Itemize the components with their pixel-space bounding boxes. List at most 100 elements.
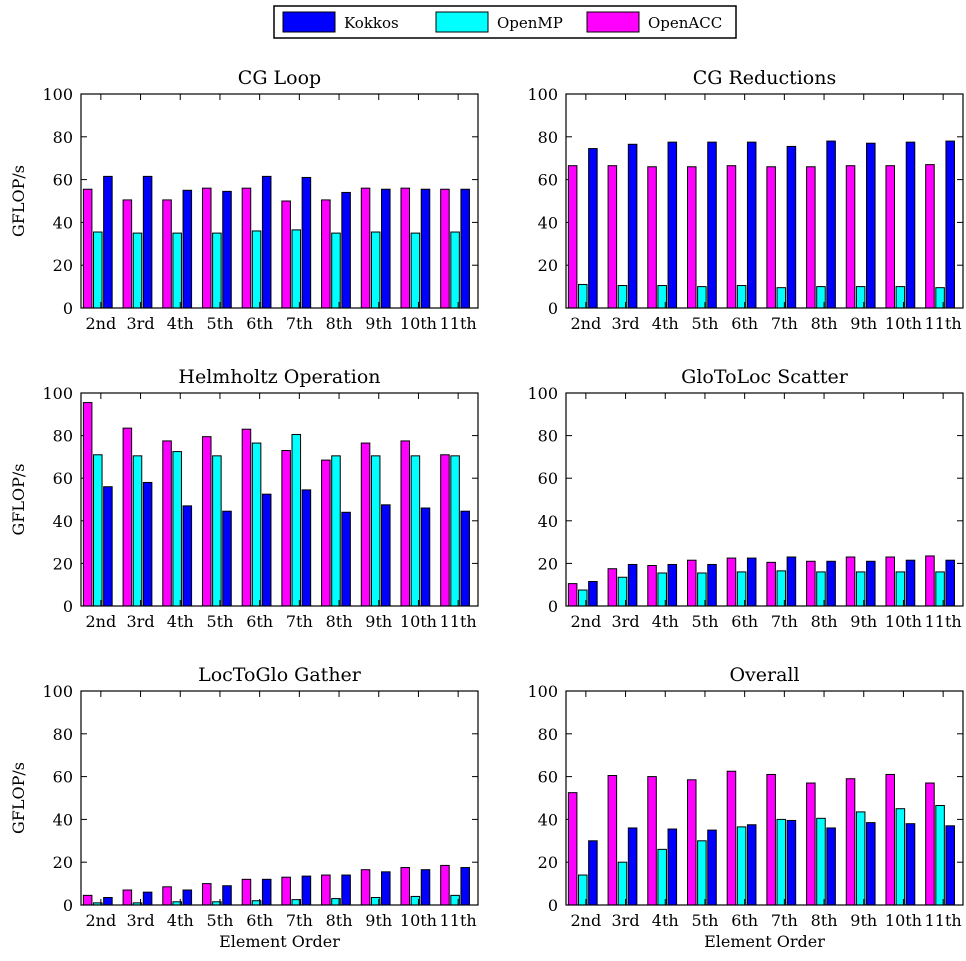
bar-openmp-4th [657, 848, 667, 906]
bar-kokkos-8th [826, 140, 836, 309]
bar-kokkos-8th [826, 827, 836, 906]
bar-openacc-4th [162, 886, 172, 906]
bar-openmp-7th [776, 818, 787, 906]
x-tick-label: 5th [691, 612, 718, 631]
bar-kokkos-9th [381, 188, 391, 309]
bar-openacc-2nd [567, 792, 578, 906]
y-tick-label: 40 [538, 213, 558, 232]
bar-kokkos-2nd [588, 581, 598, 607]
legend: Kokkos OpenMP OpenACC [273, 5, 737, 39]
bar-openmp-8th [331, 455, 341, 607]
bar-openacc-11th [925, 555, 935, 607]
bar-openmp-6th [251, 230, 262, 309]
x-axis-label: Element Order [704, 932, 825, 951]
x-tick-label: 4th [652, 612, 679, 631]
x-tick-label: 10th [885, 612, 922, 631]
bar-openacc-11th [440, 188, 450, 309]
panel-helmholtz-operation: Helmholtz Operation 0 20 40 60 80 100 GFLOP/s 2n… [9, 366, 479, 631]
bar-openacc-7th [281, 876, 291, 906]
x-tick-label: 11th [925, 314, 962, 333]
bar-kokkos-7th [301, 176, 312, 309]
bar-openmp-5th [212, 455, 222, 607]
bar-kokkos-3rd [627, 563, 638, 607]
bar-kokkos-10th [905, 823, 916, 906]
y-tick-label: 80 [538, 725, 558, 744]
bar-kokkos-6th [261, 493, 272, 607]
x-tick-label: 2nd [570, 911, 601, 930]
y-tick-label: 60 [53, 171, 73, 190]
bar-openacc-5th [686, 166, 697, 309]
bar-openacc-9th [845, 165, 856, 309]
x-tick-label: 10th [885, 314, 922, 333]
x-tick-label: 6th [246, 314, 273, 333]
x-tick-label: 3rd [127, 612, 155, 631]
x-tick-label: 8th [811, 314, 838, 333]
bar-kokkos-10th [420, 869, 431, 906]
legend-swatch-openmp [435, 11, 489, 33]
x-tick-label: 10th [400, 911, 437, 930]
bar-openmp-8th [816, 817, 826, 906]
y-tick-label: 80 [53, 128, 73, 147]
x-tick-label: 10th [400, 612, 437, 631]
bar-openacc-7th [766, 561, 776, 607]
x-tick-label: 3rd [612, 314, 640, 333]
bar-kokkos-6th [261, 175, 272, 309]
bar-kokkos-11th [460, 510, 470, 607]
bar-openacc-6th [726, 165, 737, 309]
x-tick-label: 3rd [127, 314, 155, 333]
bar-openacc-3rd [122, 199, 133, 309]
bar-kokkos-3rd [142, 891, 153, 906]
x-tick-label: 4th [652, 314, 679, 333]
x-tick-label: 11th [440, 612, 477, 631]
x-tick-label: 9th [365, 314, 392, 333]
bar-kokkos-5th [707, 563, 717, 607]
bar-openacc-5th [686, 559, 697, 607]
y-axis-label: GFLOP/s [9, 464, 28, 536]
bar-openacc-9th [360, 187, 371, 309]
y-tick-label: 40 [53, 512, 73, 531]
bar-openmp-5th [697, 840, 707, 906]
bar-openacc-9th [360, 869, 371, 906]
bar-openacc-7th [281, 450, 291, 607]
bar-kokkos-8th [341, 511, 351, 607]
x-tick-label: 7th [771, 911, 798, 930]
bar-openacc-10th [885, 165, 896, 309]
y-tick-label: 0 [548, 896, 558, 915]
x-tick-label: 2nd [85, 612, 116, 631]
x-tick-label: 5th [206, 911, 233, 930]
x-tick-label: 6th [731, 612, 758, 631]
bar-openacc-7th [281, 200, 291, 309]
panel-title: Helmholtz Operation [178, 366, 380, 388]
y-tick-label: 20 [53, 554, 73, 573]
x-tick-label: 8th [811, 612, 838, 631]
x-tick-label: 7th [286, 911, 313, 930]
plot-frame [80, 392, 479, 607]
panel-cg-loop: CG Loop 0 20 40 60 80 100 GFLOP/s 2nd 3rd 4th 5th 6t… [9, 67, 479, 333]
bar-openacc-7th [766, 166, 776, 309]
bar-kokkos-6th [261, 878, 272, 906]
bar-kokkos-3rd [142, 175, 153, 309]
bar-openacc-10th [885, 556, 896, 607]
x-tick-label: 8th [326, 612, 353, 631]
legend-label-openacc: OpenACC [648, 14, 722, 32]
y-tick-label: 20 [53, 853, 73, 872]
bar-openacc-10th [400, 187, 411, 309]
x-tick-label: 8th [326, 314, 353, 333]
bar-openacc-8th [806, 782, 816, 906]
legend-box [273, 5, 737, 39]
x-tick-label: 8th [326, 911, 353, 930]
bar-openacc-8th [321, 874, 331, 906]
bar-openacc-10th [885, 773, 896, 906]
bar-openmp-11th [450, 455, 460, 607]
x-tick-label: 9th [850, 314, 877, 333]
bar-openacc-3rd [607, 165, 618, 309]
bar-kokkos-4th [667, 563, 678, 607]
bar-openacc-6th [726, 557, 737, 607]
y-tick-label: 20 [538, 853, 558, 872]
plot-frame [565, 690, 964, 906]
bar-kokkos-3rd [627, 143, 638, 309]
bar-openmp-9th [370, 231, 381, 309]
bar-kokkos-9th [866, 142, 876, 309]
y-tick-label: 60 [538, 171, 558, 190]
x-tick-label: 2nd [85, 314, 116, 333]
